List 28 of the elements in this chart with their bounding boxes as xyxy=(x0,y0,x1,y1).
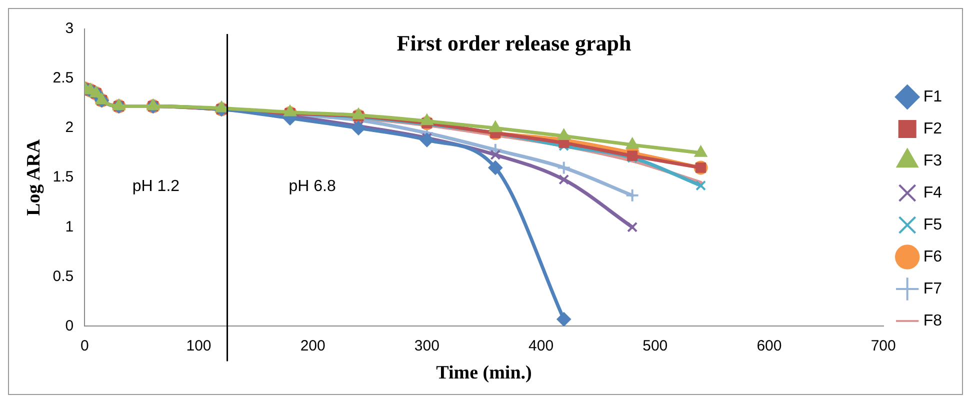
x-tick-label: 400 xyxy=(528,337,554,354)
y-tick-label: 0.5 xyxy=(52,268,74,285)
legend-label: F2 xyxy=(923,120,942,138)
legend-label: F8 xyxy=(923,312,942,330)
legend-label: F6 xyxy=(923,248,942,266)
legend-label: F4 xyxy=(923,184,942,202)
x-tick-label: 100 xyxy=(186,337,212,354)
y-tick-label: 0 xyxy=(65,317,74,334)
legend-label: F3 xyxy=(923,152,942,170)
annotation: pH 6.8 xyxy=(288,178,336,195)
y-tick-label: 1 xyxy=(65,218,74,236)
x-tick-label: 600 xyxy=(756,337,782,354)
y-tick-label: 3 xyxy=(65,20,74,38)
x-tick-label: 500 xyxy=(642,337,668,354)
legend-label: F5 xyxy=(923,216,942,234)
y-tick-label: 2.5 xyxy=(52,70,74,87)
annotation: pH 1.2 xyxy=(132,178,180,195)
x-tick-label: 200 xyxy=(300,337,326,354)
y-tick-label: 1.5 xyxy=(52,168,74,186)
legend-label: F1 xyxy=(923,88,942,106)
x-tick-label: 300 xyxy=(414,337,440,354)
y-axis-title: Log ARA xyxy=(23,139,44,216)
x-tick-label: 0 xyxy=(80,337,89,354)
x-tick-label: 700 xyxy=(870,337,896,354)
chart-title: First order release graph xyxy=(396,30,632,56)
x-axis-title: Time (min.) xyxy=(436,362,532,384)
legend-label: F7 xyxy=(923,280,942,298)
y-tick-label: 2 xyxy=(65,119,74,136)
